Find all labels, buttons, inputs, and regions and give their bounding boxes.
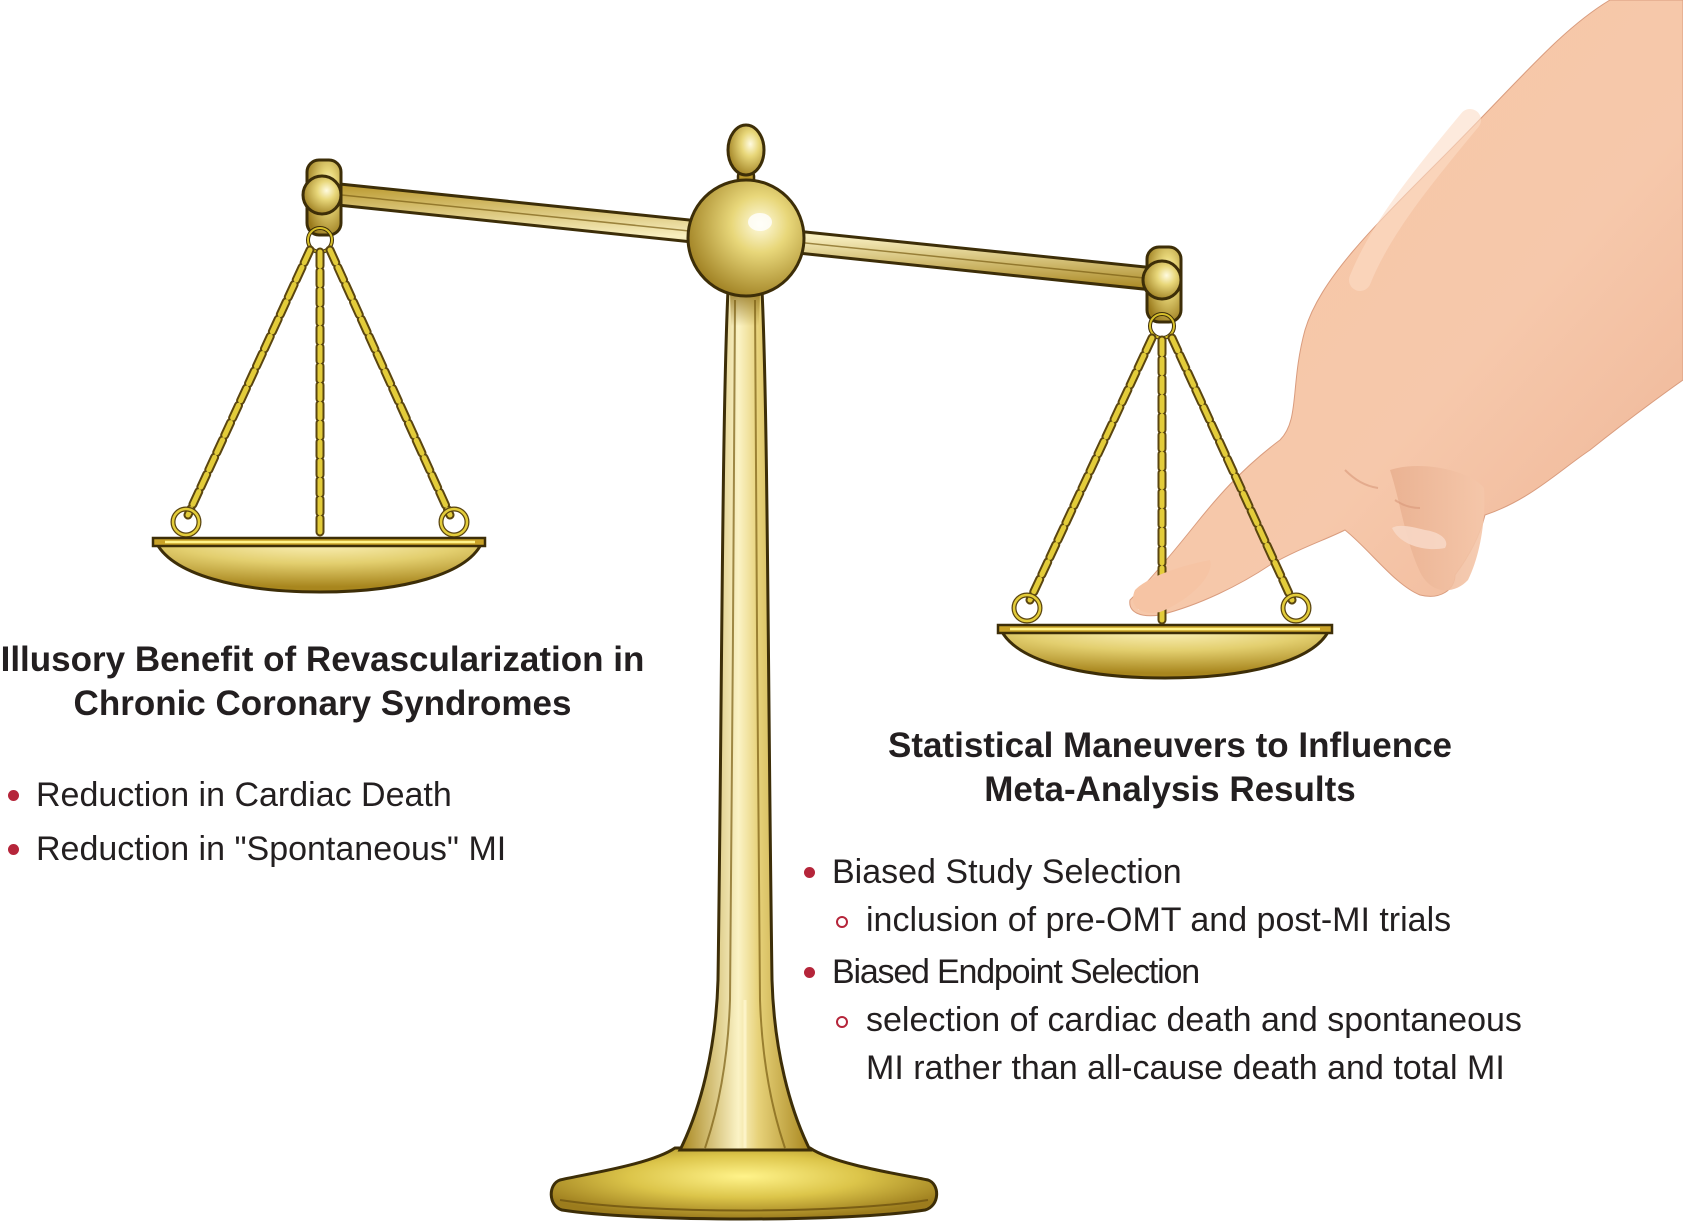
right-title-line-1: Statistical Maneuvers to Influence [887, 726, 1453, 765]
left-bullet-list: Reduction in Cardiac Death Reduction in … [7, 775, 507, 869]
left-title-line-2: Chronic Coronary Syndromes [73, 684, 572, 723]
left-beam-end [301, 158, 343, 254]
left-pan [151, 536, 487, 594]
right-chains [1011, 333, 1312, 625]
right-beam-end [1141, 245, 1183, 340]
right-title-line-2: Meta-Analysis Results [984, 770, 1356, 809]
right-bullet-2-sub-cont: MI rather than all-cause death and total… [866, 1049, 1505, 1087]
right-bullet-2-sub: selection of cardiac death and spontaneo… [832, 1000, 1522, 1040]
scale-post [677, 288, 813, 1152]
right-pan [996, 623, 1334, 680]
left-title: Illusory Benefit of Revascularization in… [0, 638, 645, 726]
right-bullet-1: Biased Study Selection [804, 852, 1522, 892]
fingertip [1132, 560, 1211, 613]
right-bullet-1-sub: inclusion of pre-OMT and post-MI trials [832, 900, 1522, 940]
right-title: Statistical Maneuvers to Influence Meta-… [845, 724, 1495, 812]
right-bullet-2: Biased Endpoint Selection [804, 952, 1522, 992]
left-bullet-2: Reduction in "Spontaneous" MI [7, 830, 507, 868]
scale-base [549, 1146, 939, 1221]
left-chains [170, 245, 470, 540]
scale-pivot [686, 123, 806, 298]
hand-icon [1129, 0, 1683, 617]
right-bullet-list: Biased Study Selection inclusion of pre-… [804, 852, 1522, 1088]
left-bullet-1: Reduction in Cardiac Death [7, 775, 506, 815]
left-title-line-1: Illusory Benefit of Revascularization in [0, 640, 645, 679]
